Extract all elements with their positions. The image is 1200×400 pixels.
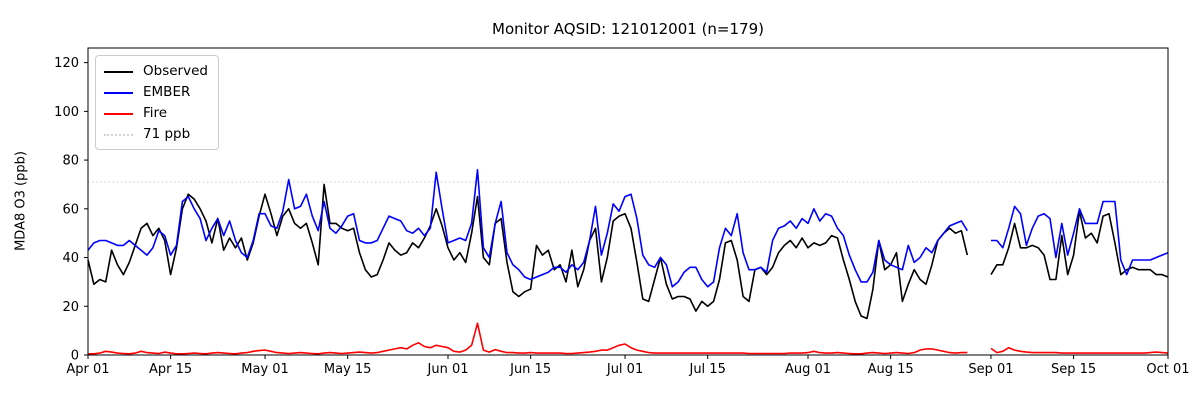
x-tick-label: Jun 01 xyxy=(427,362,469,377)
x-tick-label: Aug 01 xyxy=(785,362,831,377)
x-tick-label: May 15 xyxy=(324,362,372,377)
legend-swatch-observed xyxy=(104,70,133,73)
y-tick-label: 0 xyxy=(71,349,79,364)
axes-layer: Apr 01 Apr 15 May 01 May 15 Jun 01 Jun 15 Jul … xyxy=(54,47,1190,377)
observed-line xyxy=(87,183,969,320)
x-tick-label: Apr 01 xyxy=(66,362,109,377)
series-layer xyxy=(87,169,1169,355)
fire-line xyxy=(990,346,1169,354)
legend-label: Fire xyxy=(143,105,168,121)
legend-label: 71 ppb xyxy=(143,126,191,142)
legend-swatch-ember xyxy=(104,91,133,94)
y-axis-label: MDA8 O3 (ppb) xyxy=(13,151,29,251)
x-tick-label: Sep 01 xyxy=(968,362,1013,377)
x-tick-label: Jun 15 xyxy=(509,362,551,377)
legend-item-fire: Fire xyxy=(104,105,208,122)
observed-line xyxy=(990,210,1169,281)
y-tick-label: 40 xyxy=(62,251,79,266)
x-tick-label: Oct 01 xyxy=(1146,362,1189,377)
y-tick-label: 120 xyxy=(54,56,79,71)
y-tick-label: 60 xyxy=(62,202,79,217)
x-tick-label: Jul 01 xyxy=(606,362,643,377)
chart-title: Monitor AQSID: 121012001 (n=179) xyxy=(492,20,764,38)
ember-line xyxy=(87,169,968,288)
legend-swatch-fire xyxy=(104,112,133,115)
legend-swatch-71-ppb xyxy=(104,133,133,136)
legend-label: EMBER xyxy=(143,84,191,100)
x-tick-label: May 01 xyxy=(241,362,289,377)
fire-line xyxy=(88,322,968,355)
legend-label: Observed xyxy=(143,63,208,79)
y-tick-label: 20 xyxy=(62,300,79,315)
legend-item-71-ppb: 71 ppb xyxy=(104,126,208,143)
legend-item-observed: Observed xyxy=(104,63,208,80)
legend-item-ember: EMBER xyxy=(104,84,208,101)
x-tick-label: Aug 15 xyxy=(868,362,914,377)
y-tick-label: 80 xyxy=(62,154,79,169)
x-tick-label: Jul 15 xyxy=(688,362,725,377)
x-tick-label: Sep 15 xyxy=(1051,362,1096,377)
plot-border xyxy=(87,47,1169,356)
legend: Observed EMBER Fire 71 ppb xyxy=(95,55,219,150)
x-tick-label: Apr 15 xyxy=(149,362,192,377)
ember-line xyxy=(991,200,1169,276)
y-tick-label: 100 xyxy=(54,105,79,120)
